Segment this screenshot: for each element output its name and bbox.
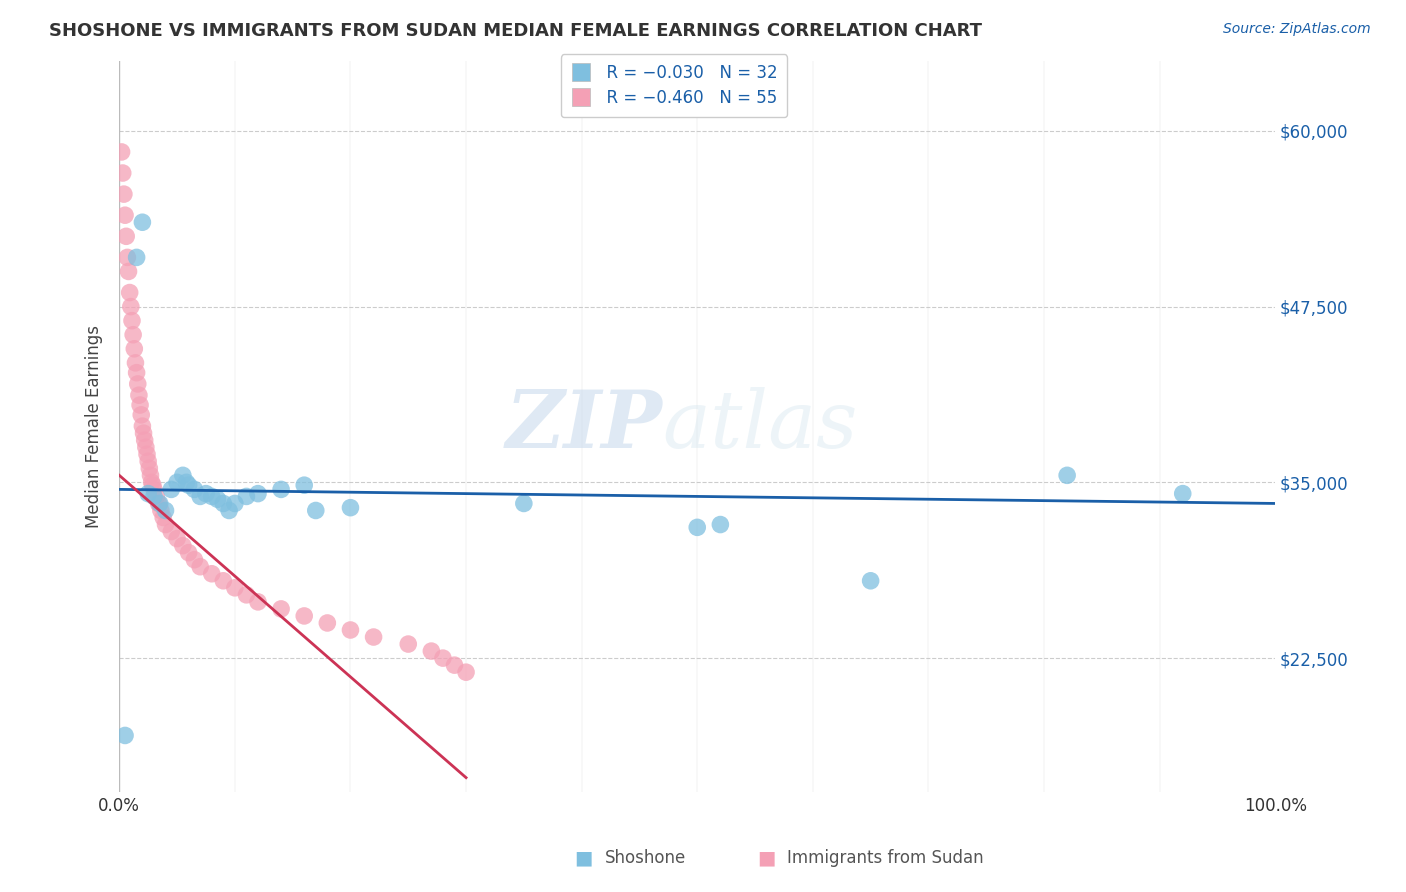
Point — [235, 588, 257, 602]
Point — [114, 729, 136, 743]
Point — [141, 475, 163, 490]
Point — [218, 503, 240, 517]
Point — [246, 595, 269, 609]
Point — [194, 486, 217, 500]
Point — [155, 503, 177, 517]
Point — [270, 483, 292, 497]
Point — [160, 483, 183, 497]
Text: atlas: atlas — [662, 387, 858, 465]
Point — [111, 166, 134, 180]
Point — [160, 524, 183, 539]
Point — [124, 356, 146, 370]
Point — [149, 496, 172, 510]
Point — [212, 496, 235, 510]
Text: Source: ZipAtlas.com: Source: ZipAtlas.com — [1223, 22, 1371, 37]
Point — [1056, 468, 1078, 483]
Point — [432, 651, 454, 665]
Point — [127, 376, 149, 391]
Point — [131, 215, 153, 229]
Point — [129, 408, 152, 422]
Point — [145, 490, 167, 504]
Point — [129, 398, 152, 412]
Point — [152, 510, 174, 524]
Point — [139, 468, 162, 483]
Point — [183, 483, 205, 497]
Point — [316, 615, 339, 630]
Point — [212, 574, 235, 588]
Point — [125, 366, 148, 380]
Point — [188, 559, 211, 574]
Point — [149, 503, 172, 517]
Point — [118, 285, 141, 300]
Y-axis label: Median Female Earnings: Median Female Earnings — [86, 325, 103, 528]
Point — [112, 187, 135, 202]
Point — [114, 208, 136, 222]
Point — [142, 483, 165, 497]
Point — [115, 229, 138, 244]
Point — [121, 313, 143, 327]
Legend:   R = −0.030   N = 32,   R = −0.460   N = 55: R = −0.030 N = 32, R = −0.460 N = 55 — [561, 54, 787, 117]
Point — [136, 486, 159, 500]
Point — [420, 644, 443, 658]
Point — [709, 517, 731, 532]
Point — [125, 251, 148, 265]
Point — [339, 623, 361, 637]
Point — [224, 496, 246, 510]
Point — [177, 546, 200, 560]
Point — [443, 658, 465, 673]
Point — [270, 602, 292, 616]
Point — [188, 490, 211, 504]
Point — [142, 478, 165, 492]
Point — [142, 490, 165, 504]
Point — [246, 486, 269, 500]
Point — [117, 264, 139, 278]
Point — [136, 454, 159, 468]
Point — [172, 539, 194, 553]
Point — [135, 440, 157, 454]
Point — [1171, 486, 1194, 500]
Text: Immigrants from Sudan: Immigrants from Sudan — [787, 849, 984, 867]
Point — [859, 574, 882, 588]
Point — [177, 478, 200, 492]
Point — [172, 468, 194, 483]
Point — [292, 609, 315, 624]
Text: ZIP: ZIP — [506, 387, 662, 465]
Point — [136, 447, 159, 461]
Point — [305, 503, 328, 517]
Point — [686, 520, 709, 534]
Point — [131, 419, 153, 434]
Text: SHOSHONE VS IMMIGRANTS FROM SUDAN MEDIAN FEMALE EARNINGS CORRELATION CHART: SHOSHONE VS IMMIGRANTS FROM SUDAN MEDIAN… — [49, 22, 983, 40]
Point — [132, 426, 155, 441]
Text: ■: ■ — [574, 848, 593, 868]
Point — [176, 475, 198, 490]
Point — [235, 490, 257, 504]
Point — [201, 490, 224, 504]
Point — [339, 500, 361, 515]
Point — [155, 517, 177, 532]
Point — [363, 630, 385, 644]
Point — [166, 532, 188, 546]
Point — [128, 388, 150, 402]
Point — [201, 566, 224, 581]
Point — [138, 461, 160, 475]
Point — [110, 145, 132, 159]
Point — [124, 342, 146, 356]
Point — [166, 475, 188, 490]
Point — [396, 637, 419, 651]
Point — [224, 581, 246, 595]
Point — [207, 492, 229, 507]
Point — [122, 327, 145, 342]
Point — [134, 433, 156, 447]
Text: ■: ■ — [756, 848, 776, 868]
Point — [117, 251, 139, 265]
Point — [292, 478, 315, 492]
Text: Shoshone: Shoshone — [605, 849, 686, 867]
Point — [148, 496, 170, 510]
Point — [454, 665, 477, 680]
Point — [183, 552, 205, 566]
Point — [120, 300, 142, 314]
Point — [513, 496, 536, 510]
